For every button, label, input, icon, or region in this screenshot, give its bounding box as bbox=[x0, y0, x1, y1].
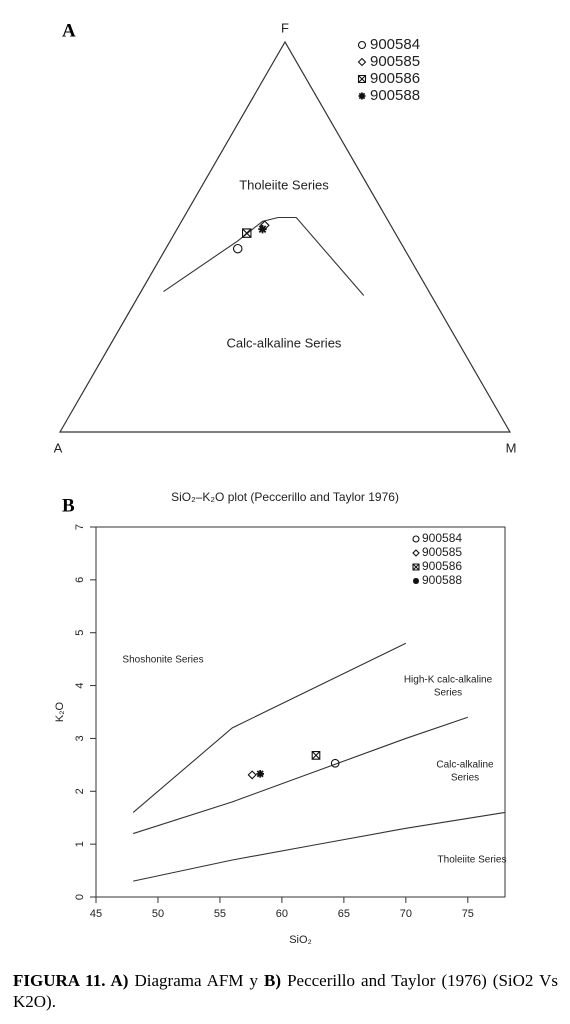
caption: FIGURA 11. A) Diagrama AFM y B) Pecceril… bbox=[13, 970, 558, 1012]
y-tick-label: 1 bbox=[74, 841, 86, 847]
region-label: High-K calc-alkaline bbox=[404, 675, 493, 686]
x-axis-label: SiO₂ bbox=[289, 934, 312, 946]
legend-marker bbox=[358, 92, 366, 100]
sample-point bbox=[247, 770, 257, 780]
boundary-line bbox=[163, 216, 365, 296]
sample-point bbox=[233, 243, 243, 254]
boundary-line bbox=[133, 716, 468, 835]
caption-text: FIGURA 11. A) bbox=[13, 971, 129, 990]
y-tick-label: 5 bbox=[74, 630, 86, 636]
region-label: Tholeiite Series bbox=[438, 855, 507, 866]
sample-point bbox=[242, 228, 252, 238]
x-tick-label: 50 bbox=[152, 908, 164, 920]
figure: A F A M Tholeiite Series Calc-alkaline Series… bbox=[54, 20, 517, 946]
x-tick-label: 60 bbox=[276, 908, 288, 920]
y-tick-label: 4 bbox=[74, 683, 86, 689]
legend-marker bbox=[412, 535, 420, 543]
legend-marker bbox=[357, 40, 367, 50]
region-label: Calc-alkaline bbox=[436, 760, 494, 771]
chart-title: SiO₂–K₂O plot (Peccerillo and Taylor 197… bbox=[171, 490, 399, 504]
legend-label: 900585 bbox=[422, 545, 462, 559]
y-axis-label: K₂O bbox=[54, 701, 66, 722]
vertex-label: F bbox=[281, 20, 289, 35]
legend-label: 900584 bbox=[422, 531, 462, 545]
y-tick-label: 0 bbox=[74, 894, 86, 900]
region-label: Series bbox=[451, 773, 479, 784]
legend-label: 900586 bbox=[370, 70, 420, 87]
legend-marker bbox=[412, 563, 420, 571]
plot-frame bbox=[95, 526, 506, 898]
panel-label: B bbox=[62, 495, 75, 516]
x-tick-label: 45 bbox=[90, 908, 102, 920]
legend-marker bbox=[413, 578, 419, 584]
vertex-label: A bbox=[54, 440, 63, 455]
legend-label: 900585 bbox=[370, 53, 420, 70]
y-tick-label: 6 bbox=[74, 577, 86, 583]
boundary-line bbox=[132, 642, 407, 813]
caption-text: Diagrama AFM y bbox=[134, 971, 258, 990]
boundary-line bbox=[133, 811, 506, 882]
sample-point bbox=[311, 750, 321, 760]
x-tick-label: 70 bbox=[400, 908, 412, 920]
legend-marker bbox=[357, 74, 367, 84]
caption-text: B) bbox=[264, 971, 282, 990]
legend-label: 900586 bbox=[422, 559, 462, 573]
legend-label: 900584 bbox=[370, 36, 420, 53]
sample-point bbox=[330, 758, 340, 768]
x-tick-label: 75 bbox=[462, 908, 474, 920]
region-label: Shoshonite Series bbox=[122, 655, 203, 666]
sample-point bbox=[256, 770, 265, 778]
region-label: Series bbox=[434, 688, 462, 699]
y-tick-label: 3 bbox=[74, 735, 86, 741]
region-label: Calc-alkaline Series bbox=[227, 335, 342, 350]
y-tick-label: 2 bbox=[74, 788, 86, 794]
caption-text: Peccerillo and Taylor (1976) (SiO2 Vs K2… bbox=[13, 971, 559, 1011]
x-tick-label: 55 bbox=[214, 908, 226, 920]
legend-label: 900588 bbox=[422, 573, 462, 587]
vertex-label: M bbox=[506, 440, 517, 455]
panel-label: A bbox=[62, 20, 76, 41]
region-label: Tholeiite Series bbox=[239, 177, 329, 192]
legend-marker bbox=[357, 57, 367, 67]
y-tick-label: 7 bbox=[74, 524, 86, 530]
sample-point bbox=[258, 225, 267, 234]
legend-label: 900588 bbox=[370, 87, 420, 104]
x-tick-label: 65 bbox=[338, 908, 350, 920]
triangle bbox=[58, 40, 512, 433]
legend-marker bbox=[412, 549, 420, 557]
